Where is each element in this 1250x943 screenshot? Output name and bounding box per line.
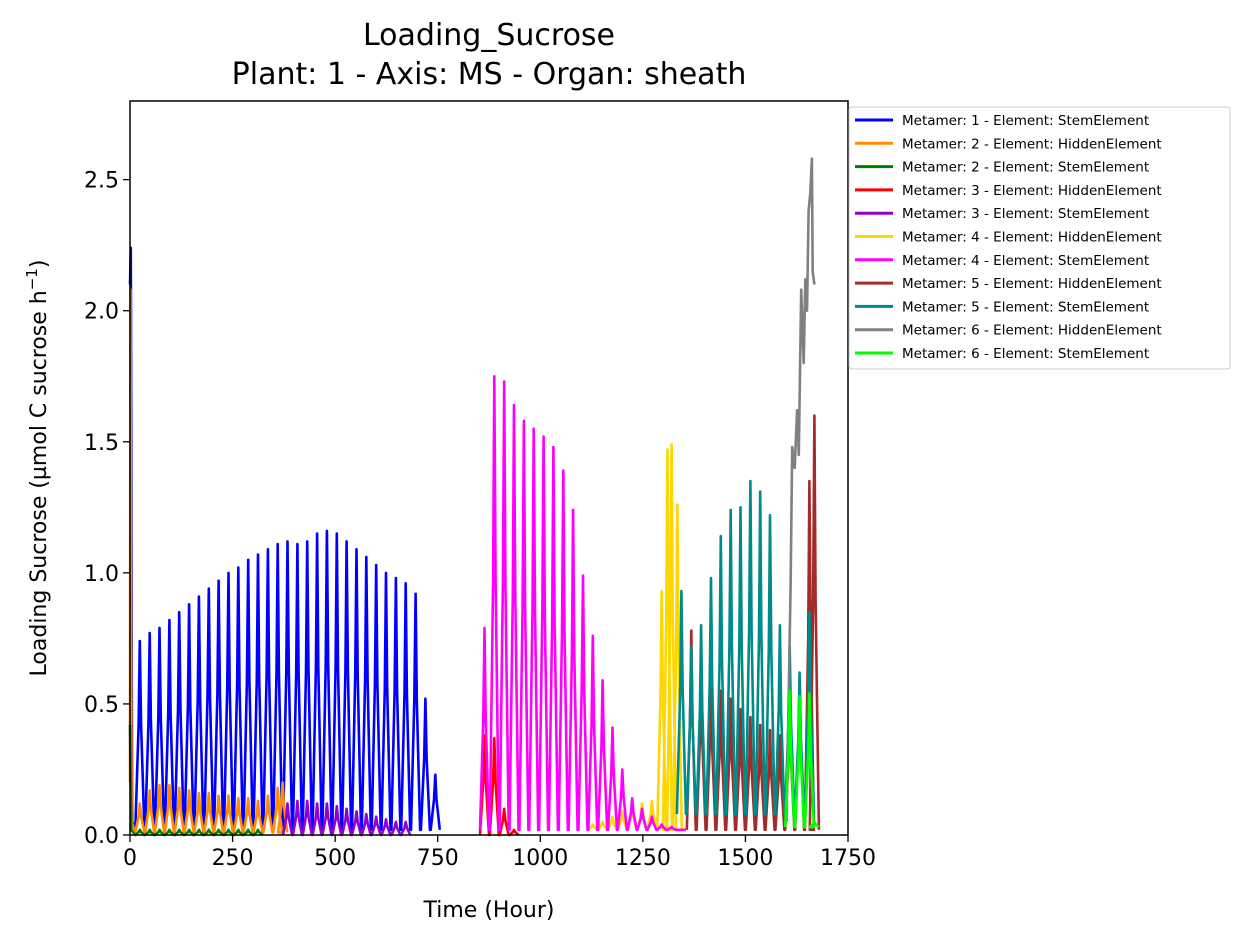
plot-series [128,157,821,837]
series-line-11 [783,689,820,829]
x-tick-label: 1500 [717,846,773,871]
legend-label: Metamer: 2 - Element: StemElement [902,160,1149,176]
series-line-7 [478,375,686,832]
legend-label: Metamer: 5 - Element: StemElement [902,299,1149,315]
chart-title: Loading_Sucrose [363,18,615,53]
legend-label: Metamer: 6 - Element: StemElement [902,346,1149,362]
x-axis-label: Time (Hour) [423,898,555,923]
legend-label: Metamer: 1 - Element: StemElement [902,113,1149,129]
y-tick-label: 0.0 [84,824,119,849]
y-tick-label: 0.5 [84,693,119,718]
y-axis: 0.0 0.5 1.0 1.5 2.0 2.5 [84,169,130,849]
plot-frame [129,100,849,836]
x-tick-label: 750 [417,846,459,871]
legend-label: Metamer: 6 - Element: HiddenElement [902,323,1162,339]
series-line-2 [128,288,289,834]
legend: Metamer: 1 - Element: StemElement Metamer… [848,106,1231,370]
legend-label: Metamer: 5 - Element: HiddenElement [902,276,1162,292]
x-tick-label: 1250 [615,846,671,871]
x-tick-label: 500 [314,846,356,871]
series-line-1 [128,246,442,832]
series-line-10 [785,157,816,822]
legend-label: Metamer: 4 - Element: StemElement [902,253,1149,269]
y-tick-label: 1.0 [84,562,119,587]
legend-label: Metamer: 3 - Element: StemElement [902,206,1149,222]
series-line-9 [675,479,816,816]
x-axis: 0 250 500 750 1000 1250 1500 1750 [123,835,876,871]
x-tick-label: 1750 [820,846,876,871]
y-axis-label: Loading Sucrose (µmol C sucrose h−1) [23,260,52,677]
legend-label: Metamer: 2 - Element: HiddenElement [902,136,1162,152]
x-tick-label: 1000 [512,846,568,871]
chart-subtitle: Plant: 1 - Axis: MS - Organ: sheath [232,57,747,92]
x-tick-label: 250 [212,846,254,871]
legend-label: Metamer: 3 - Element: HiddenElement [902,183,1162,199]
y-tick-label: 1.5 [84,431,119,456]
legend-box [848,106,1231,370]
x-tick-label: 0 [123,846,137,871]
series-line-6 [587,443,684,832]
series-line-5 [281,799,412,837]
y-tick-label: 2.0 [84,300,119,325]
legend-label: Metamer: 4 - Element: HiddenElement [902,230,1162,246]
y-tick-label: 2.5 [84,169,119,194]
